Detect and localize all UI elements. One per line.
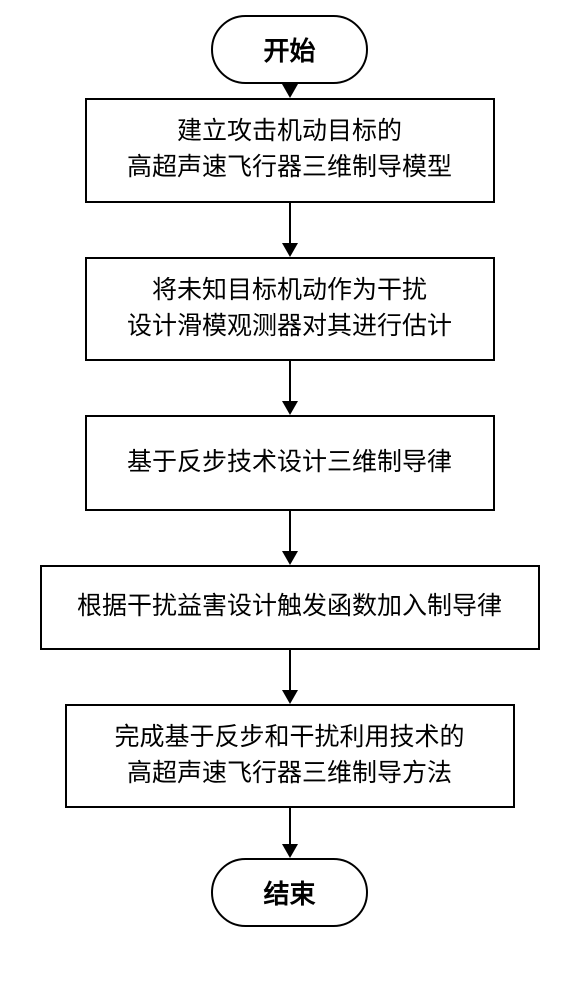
flowchart-arrow <box>282 361 298 415</box>
arrow-head-icon <box>282 551 298 565</box>
flowchart-arrow <box>282 808 298 858</box>
flowchart-arrow <box>282 511 298 565</box>
process-line: 基于反步技术设计三维制导律 <box>111 445 469 481</box>
arrow-line <box>289 650 291 690</box>
arrow-head-icon <box>282 401 298 415</box>
process-line: 完成基于反步和干扰利用技术的 <box>91 720 489 756</box>
arrow-line <box>289 511 291 551</box>
flowchart-process-step2: 将未知目标机动作为干扰 设计滑模观测器对其进行估计 <box>85 257 495 362</box>
arrow-line <box>289 203 291 243</box>
process-line: 建立攻击机动目标的 <box>111 114 469 150</box>
process-line: 将未知目标机动作为干扰 <box>111 273 469 309</box>
arrow-head-icon <box>282 844 298 858</box>
flowchart-terminal-start: 开始 <box>211 15 367 84</box>
flowchart-arrow <box>282 84 298 98</box>
flowchart-process-step3: 基于反步技术设计三维制导律 <box>85 415 495 511</box>
flowchart-container: 开始 建立攻击机动目标的 高超声速飞行器三维制导模型 将未知目标机动作为干扰 设… <box>40 15 540 927</box>
flowchart-process-step5: 完成基于反步和干扰利用技术的 高超声速飞行器三维制导方法 <box>65 704 515 809</box>
arrow-line <box>289 361 291 401</box>
flowchart-process-step1: 建立攻击机动目标的 高超声速飞行器三维制导模型 <box>85 98 495 203</box>
arrow-head-icon <box>282 690 298 704</box>
flowchart-process-step4: 根据干扰益害设计触发函数加入制导律 <box>40 565 540 649</box>
arrow-line <box>289 808 291 844</box>
process-line: 高超声速飞行器三维制导模型 <box>111 150 469 186</box>
arrow-head-icon <box>282 84 298 98</box>
process-line: 根据干扰益害设计触发函数加入制导律 <box>66 589 514 625</box>
process-line: 高超声速飞行器三维制导方法 <box>91 756 489 792</box>
flowchart-arrow <box>282 650 298 704</box>
flowchart-terminal-end: 结束 <box>211 858 367 927</box>
arrow-head-icon <box>282 243 298 257</box>
process-line: 设计滑模观测器对其进行估计 <box>111 309 469 345</box>
flowchart-arrow <box>282 203 298 257</box>
